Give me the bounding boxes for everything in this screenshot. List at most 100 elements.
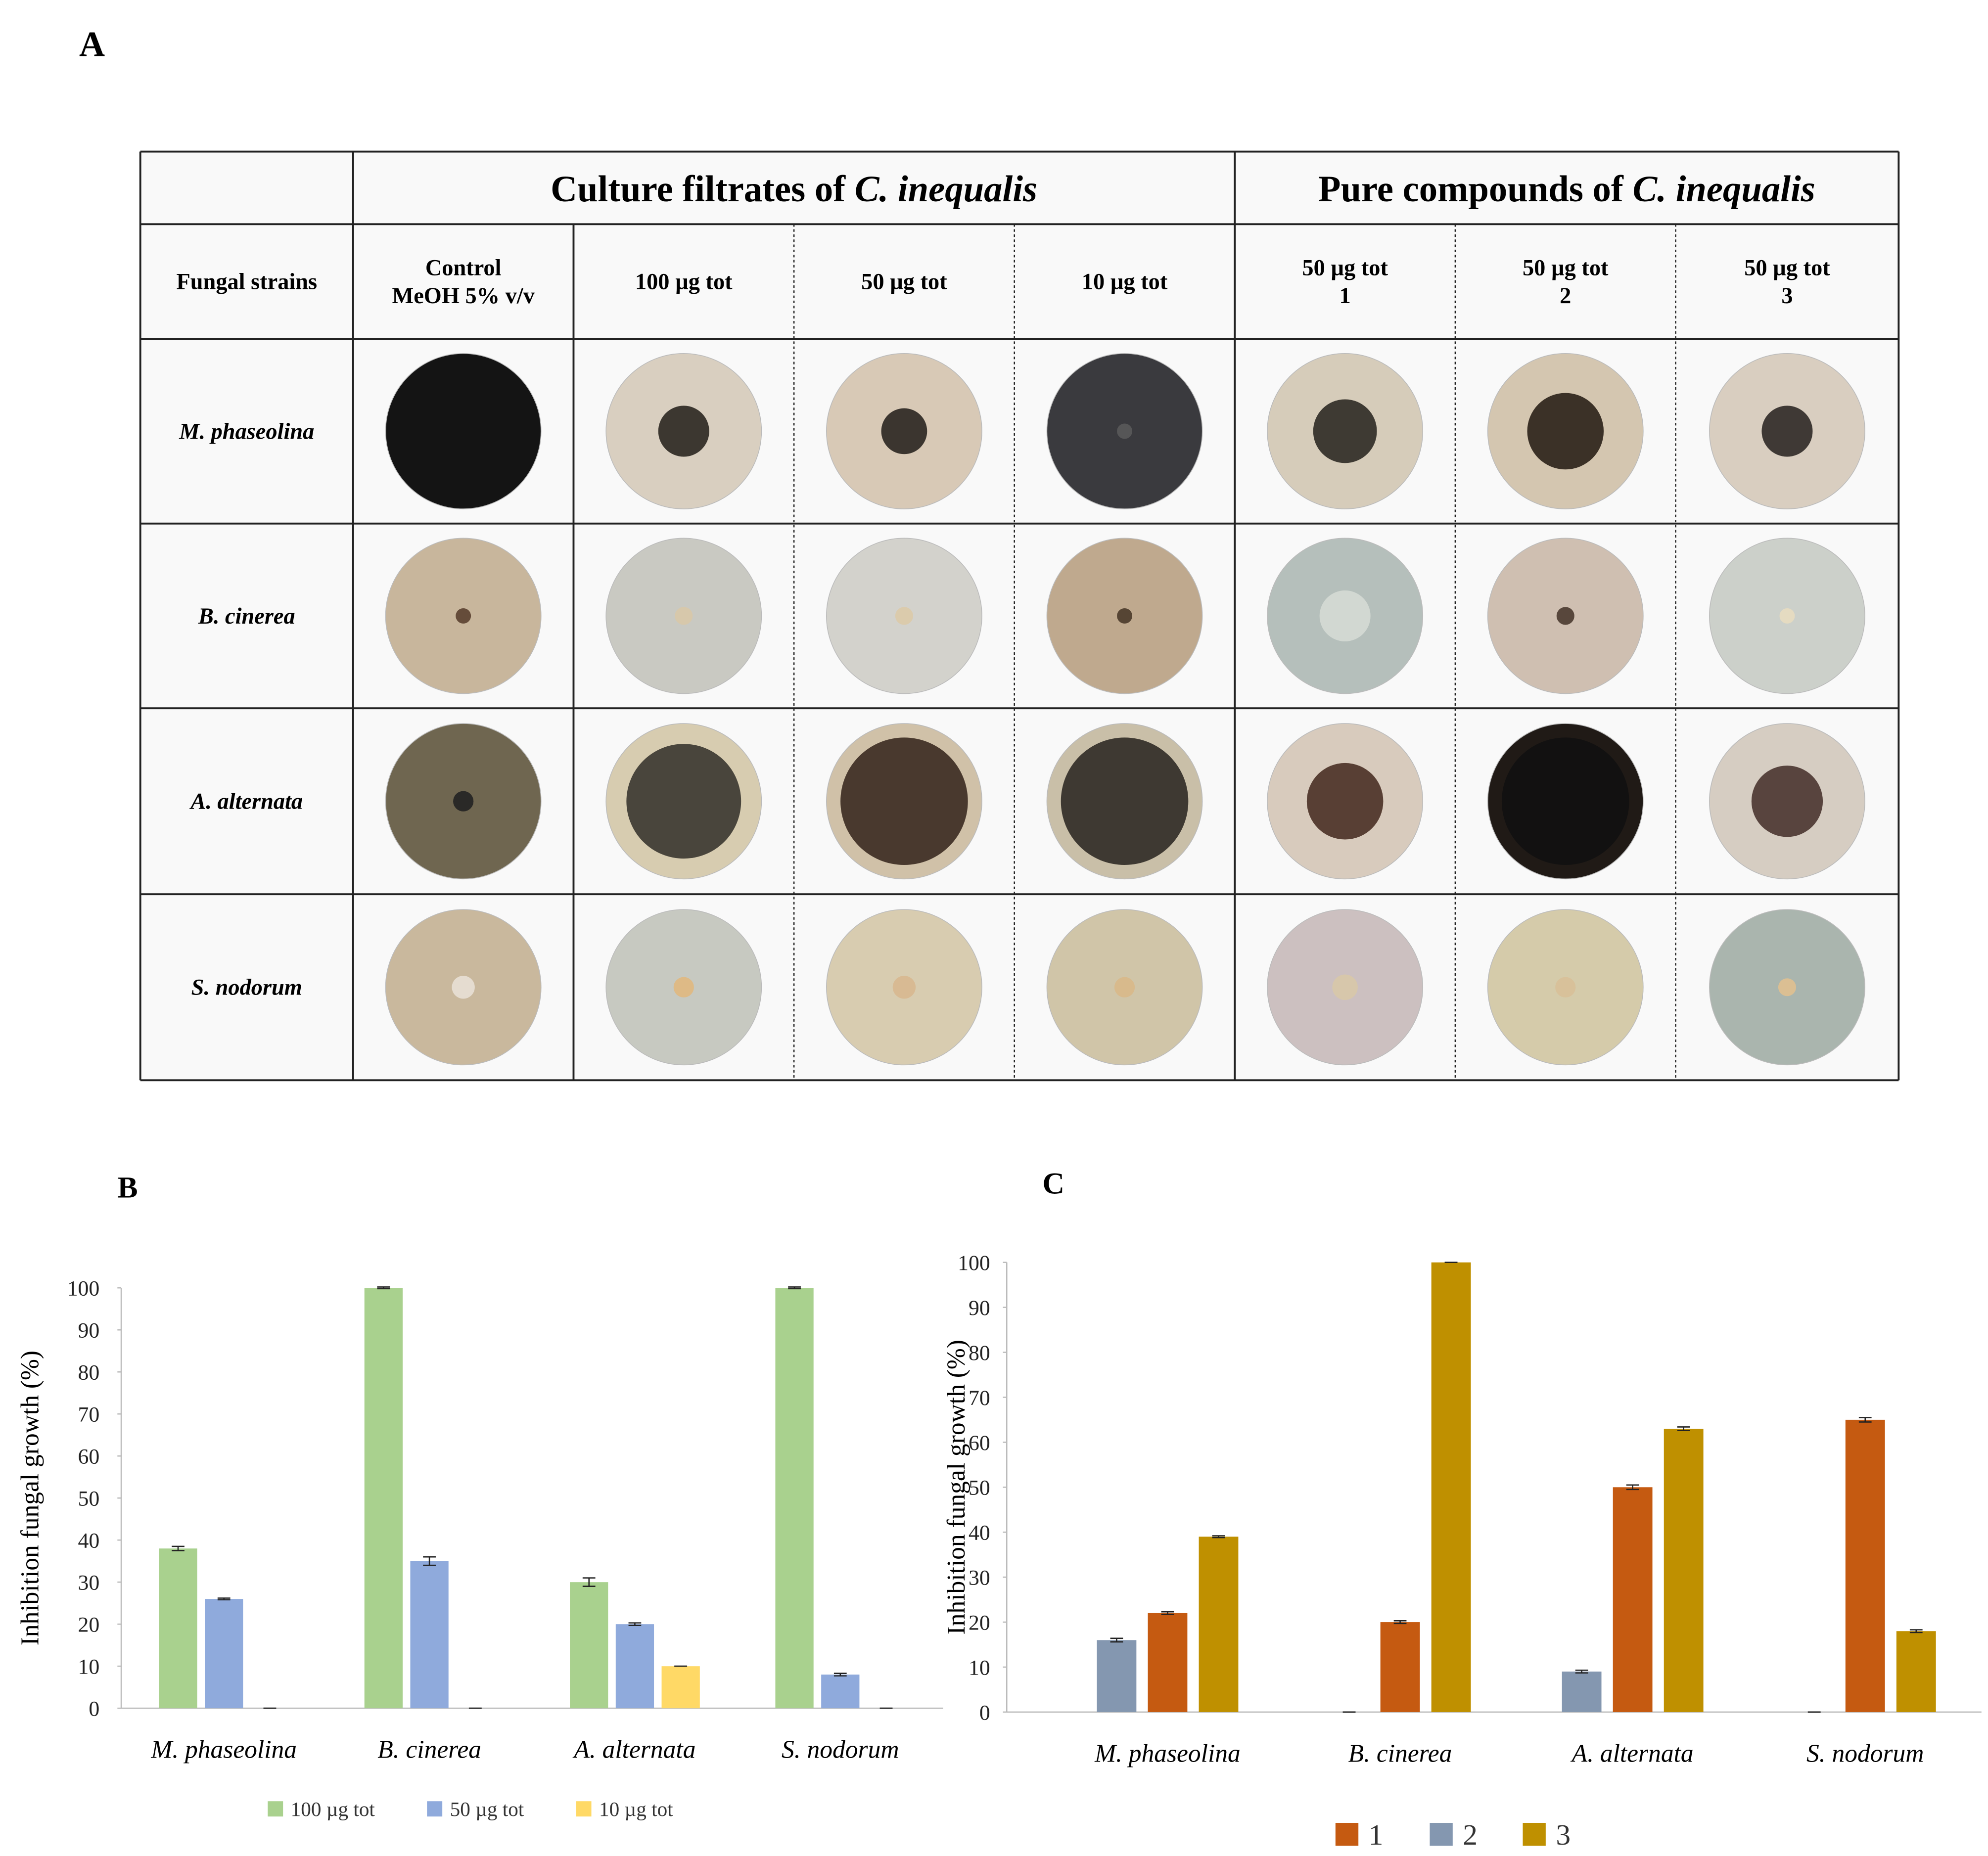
colony-center	[456, 608, 471, 624]
error-bar	[423, 1556, 436, 1566]
legend-swatch	[1335, 1823, 1359, 1846]
colony-center	[840, 737, 968, 865]
column-header: 100 µg tot	[635, 270, 733, 295]
row-label: A. alternata	[189, 789, 303, 815]
colony-center	[1117, 608, 1132, 624]
y-tick-label: 100	[958, 1251, 990, 1275]
column-header: 50 µg tot	[1744, 255, 1830, 280]
y-axis-label: Inhibition fungal growth (%)	[16, 1351, 45, 1645]
colony-center	[1117, 423, 1132, 439]
bar	[159, 1548, 197, 1709]
colony-center	[675, 607, 693, 625]
petri-dish	[385, 353, 542, 509]
bar	[364, 1288, 403, 1709]
y-axis-label: Inhibition fungal growth (%)	[942, 1340, 971, 1634]
row-label: S. nodorum	[191, 975, 302, 1000]
row-label: B. cinerea	[198, 604, 295, 629]
colony-center	[1114, 977, 1135, 997]
group-header-text: Culture filtrates of	[551, 169, 846, 210]
panel-label: C	[1042, 1167, 1064, 1201]
y-tick-label: 100	[67, 1277, 100, 1301]
bar	[1431, 1262, 1471, 1712]
y-tick-label: 30	[78, 1571, 99, 1595]
group-header: Pure compounds of C. inequalis	[1318, 169, 1815, 210]
colony-center	[1313, 399, 1377, 463]
y-tick-label: 20	[969, 1611, 990, 1635]
bar	[205, 1599, 243, 1709]
colony-center	[1501, 737, 1629, 865]
bar	[1199, 1537, 1239, 1712]
legend-swatch	[1523, 1823, 1546, 1846]
error-bar	[377, 1286, 390, 1290]
y-tick-label: 40	[969, 1521, 990, 1545]
y-tick-label: 20	[78, 1613, 99, 1637]
y-tick-label: 80	[78, 1361, 99, 1385]
y-tick-label: 10	[969, 1656, 990, 1679]
legend-label: 100 µg tot	[291, 1798, 375, 1820]
x-tick-label: M. phaseolina	[150, 1736, 297, 1764]
group-header-italic: C. inequalis	[1632, 169, 1815, 210]
error-bar	[1212, 1535, 1225, 1539]
y-tick-label: 90	[78, 1319, 99, 1343]
y-tick-label: 60	[78, 1445, 99, 1469]
group-header-italic: C. inequalis	[855, 169, 1037, 210]
column-header: 10 µg tot	[1082, 270, 1168, 295]
y-tick-label: 30	[969, 1566, 990, 1590]
group-header: Culture filtrates of C. inequalis	[551, 169, 1037, 210]
column-header: 50 µg tot	[1523, 255, 1609, 280]
y-tick-label: 0	[89, 1697, 99, 1721]
colony-center	[673, 977, 694, 997]
bar	[1148, 1613, 1188, 1712]
colony-center	[1779, 608, 1795, 624]
y-tick-label: 50	[969, 1476, 990, 1500]
bar	[1664, 1429, 1704, 1712]
colony-center	[881, 408, 927, 454]
colony-center	[1319, 590, 1371, 641]
error-bar	[788, 1286, 801, 1290]
column-header: 2	[1560, 283, 1571, 309]
y-tick-label: 80	[969, 1341, 990, 1365]
colony-center	[453, 791, 474, 812]
error-bar	[628, 1622, 642, 1627]
legend-label: 50 µg tot	[450, 1798, 524, 1820]
legend-swatch	[1430, 1823, 1453, 1846]
colony-center	[1555, 977, 1576, 997]
colony-center	[1061, 737, 1189, 865]
bar	[615, 1624, 654, 1709]
column-header: Control	[425, 255, 502, 280]
bar	[1380, 1622, 1420, 1712]
legend-label: 10 µg tot	[599, 1798, 673, 1820]
y-tick-label: 70	[969, 1386, 990, 1410]
legend-swatch	[576, 1801, 592, 1817]
bar	[1562, 1672, 1602, 1712]
bar	[821, 1675, 860, 1709]
colony-center	[895, 607, 913, 625]
error-bar	[1858, 1417, 1872, 1423]
column-header: 50 µg tot	[1302, 255, 1388, 280]
y-tick-label: 10	[78, 1655, 99, 1679]
colony-center	[658, 406, 709, 457]
error-bar	[1110, 1637, 1123, 1643]
legend-swatch	[268, 1801, 283, 1817]
error-bar	[1393, 1620, 1407, 1625]
bar	[661, 1666, 700, 1709]
x-tick-label: S. nodorum	[1806, 1739, 1924, 1767]
colony-center	[452, 976, 475, 999]
error-bar	[1677, 1426, 1690, 1432]
bar	[775, 1288, 814, 1709]
error-bar	[1909, 1629, 1923, 1633]
legend-label: 2	[1463, 1818, 1478, 1851]
column-header: 50 µg tot	[861, 270, 947, 295]
y-tick-label: 60	[969, 1431, 990, 1455]
bar	[1845, 1419, 1885, 1712]
column-header: MeOH 5% v/v	[392, 283, 535, 309]
colony-center	[892, 976, 916, 999]
y-tick-label: 0	[979, 1701, 990, 1724]
bar	[1896, 1631, 1936, 1712]
legend-label: 3	[1556, 1818, 1571, 1851]
colony-center	[1751, 766, 1823, 837]
colony-center	[1527, 393, 1604, 470]
bar	[1097, 1640, 1137, 1712]
